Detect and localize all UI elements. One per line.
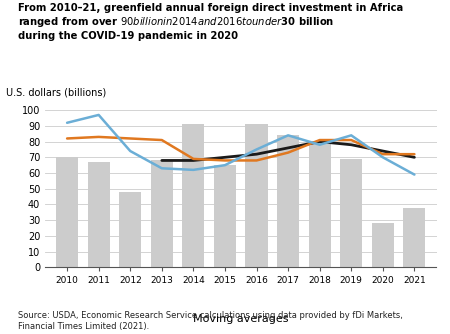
Bar (340, 159, 362, 267)
Bar (151, 160, 173, 267)
Bar (309, 142, 331, 267)
Text: From 2010–21, greenfield annual foreign direct investment in Africa
ranged from : From 2010–21, greenfield annual foreign … (18, 3, 403, 41)
Bar (372, 223, 394, 267)
Text: Moving averages: Moving averages (193, 314, 288, 324)
Bar (277, 135, 299, 267)
Text: Source: USDA, Economic Research Service calculations using data provided by fDi : Source: USDA, Economic Research Service … (18, 311, 403, 331)
Bar (182, 124, 204, 267)
Bar (403, 207, 425, 267)
Bar (246, 124, 268, 267)
Bar (214, 165, 236, 267)
Bar (119, 192, 141, 267)
Bar (88, 162, 110, 267)
Text: U.S. dollars (billions): U.S. dollars (billions) (6, 88, 106, 98)
Bar (56, 157, 78, 267)
